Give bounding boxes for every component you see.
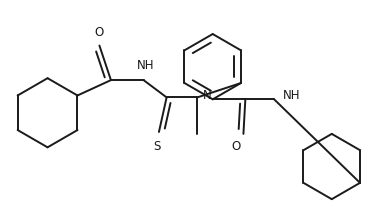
Text: NH: NH — [137, 59, 154, 72]
Text: O: O — [95, 26, 104, 39]
Text: N: N — [203, 89, 212, 102]
Text: NH: NH — [283, 89, 300, 102]
Text: S: S — [153, 140, 161, 153]
Text: O: O — [231, 140, 240, 153]
